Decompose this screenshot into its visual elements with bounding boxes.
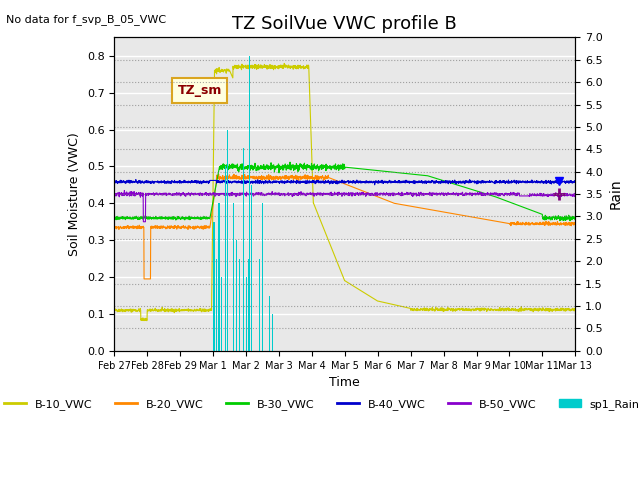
Legend: B-10_VWC, B-20_VWC, B-30_VWC, B-40_VWC, B-50_VWC, sp1_Rain: B-10_VWC, B-20_VWC, B-30_VWC, B-40_VWC, … bbox=[0, 395, 640, 414]
Text: No data for f_svp_B_05_VWC: No data for f_svp_B_05_VWC bbox=[6, 14, 166, 25]
X-axis label: Time: Time bbox=[330, 376, 360, 389]
Title: TZ SoilVue VWC profile B: TZ SoilVue VWC profile B bbox=[232, 15, 457, 33]
Y-axis label: Rain: Rain bbox=[608, 179, 622, 209]
Y-axis label: Soil Moisture (VWC): Soil Moisture (VWC) bbox=[68, 132, 81, 256]
FancyBboxPatch shape bbox=[172, 78, 227, 103]
Text: TZ_sm: TZ_sm bbox=[177, 84, 222, 97]
